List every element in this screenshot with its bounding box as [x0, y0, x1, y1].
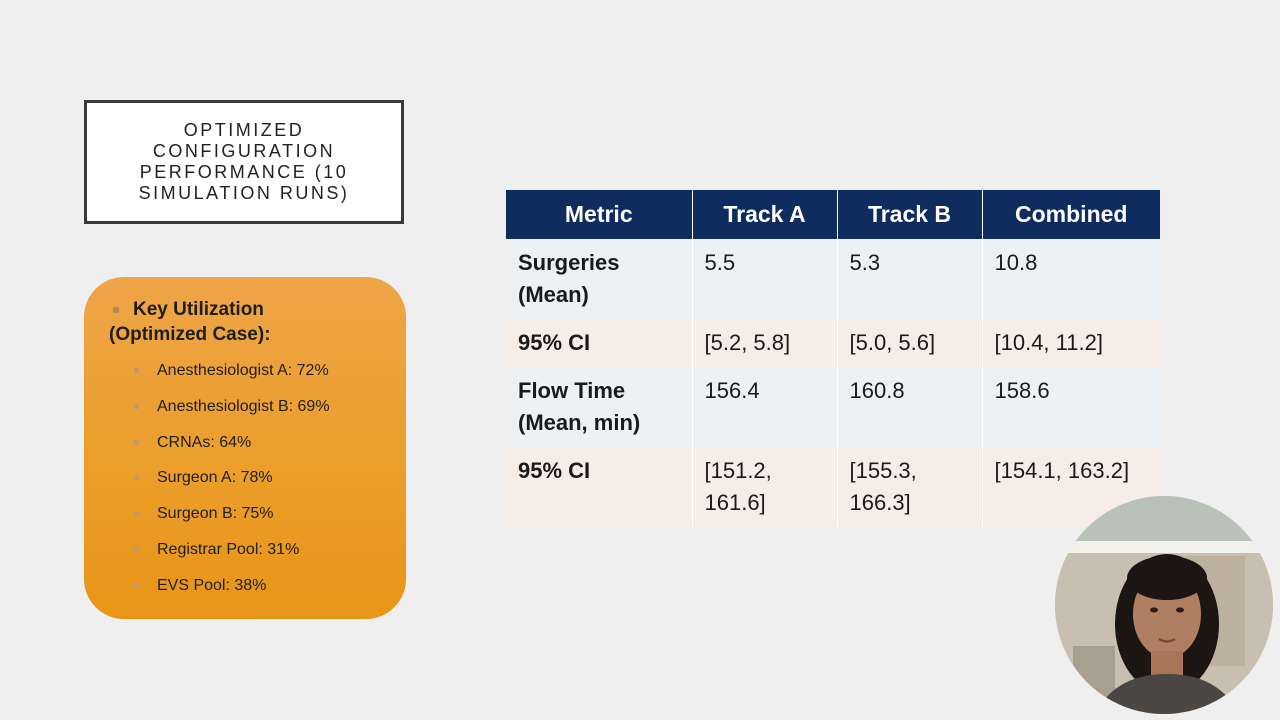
- bullet-icon: [134, 475, 139, 481]
- table-row: 95% CI [151.2, 161.6] [155.3, 166.3] [15…: [506, 447, 1160, 527]
- table-cell: [10.4, 11.2]: [982, 319, 1160, 367]
- table-row: Surgeries (Mean) 5.5 5.3 10.8: [506, 239, 1160, 319]
- utilization-item-label: Surgeon B: 75%: [157, 505, 274, 523]
- utilization-item: Anesthesiologist A: 72%: [109, 361, 406, 397]
- utilization-item: CRNAs: 64%: [109, 433, 406, 469]
- utilization-heading-line2: (Optimized Case):: [109, 324, 271, 345]
- table-header-cell: Combined: [982, 190, 1160, 239]
- bullet-icon: [113, 307, 119, 313]
- table-cell: 160.8: [837, 367, 983, 447]
- table-cell: 10.8: [982, 239, 1160, 319]
- bullet-icon: [134, 582, 139, 588]
- table-header-cell: Track B: [837, 190, 983, 239]
- utilization-heading: Key Utilization (Optimized Case):: [109, 297, 406, 347]
- utilization-item: Surgeon A: 78%: [109, 468, 406, 504]
- utilization-item: EVS Pool: 38%: [109, 576, 406, 612]
- table-cell: 156.4: [692, 367, 838, 447]
- table-header-row: Metric Track A Track B Combined: [506, 190, 1160, 239]
- presenter-video-icon: [1055, 496, 1273, 714]
- table-row: 95% CI [5.2, 5.8] [5.0, 5.6] [10.4, 11.2…: [506, 319, 1160, 367]
- table-cell: [155.3, 166.3]: [837, 447, 983, 527]
- utilization-item-label: Anesthesiologist A: 72%: [157, 362, 329, 379]
- table-cell: [5.0, 5.6]: [837, 319, 983, 367]
- table-cell-metric: 95% CI: [506, 447, 693, 527]
- utilization-item-label: Registrar Pool: 31%: [157, 540, 300, 558]
- table-cell-metric: Flow Time (Mean, min): [506, 367, 693, 447]
- table-cell: 158.6: [982, 367, 1160, 447]
- table-cell: [151.2, 161.6]: [692, 447, 838, 527]
- table-cell-metric: Surgeries (Mean): [506, 239, 693, 319]
- utilization-item: Registrar Pool: 31%: [109, 540, 406, 576]
- utilization-item-label: CRNAs: 64%: [157, 433, 252, 451]
- utilization-item-label: Anesthesiologist B: 69%: [157, 397, 330, 415]
- table-header-cell: Track A: [692, 190, 838, 239]
- utilization-heading-line1: Key Utilization: [133, 299, 264, 320]
- slide-title-box: Optimized Configuration Performance (10 …: [84, 100, 404, 224]
- table-cell: [5.2, 5.8]: [692, 319, 838, 367]
- metrics-table: Metric Track A Track B Combined Surgerie…: [506, 190, 1160, 527]
- table-header-cell: Metric: [506, 190, 693, 239]
- table-cell-metric: 95% CI: [506, 319, 693, 367]
- utilization-list: Anesthesiologist A: 72% Anesthesiologist…: [109, 361, 406, 612]
- bullet-icon: [134, 403, 139, 409]
- utilization-item: Anesthesiologist B: 69%: [109, 397, 406, 433]
- utilization-box: Key Utilization (Optimized Case): Anesth…: [84, 277, 406, 619]
- bullet-icon: [134, 368, 139, 373]
- presenter-video-svg: [1055, 496, 1273, 714]
- utilization-item-label: EVS Pool: 38%: [157, 576, 267, 594]
- table-cell: 5.5: [692, 239, 838, 319]
- utilization-item: Surgeon B: 75%: [109, 504, 406, 540]
- bullet-icon: [134, 511, 139, 517]
- bullet-icon: [134, 439, 139, 445]
- table-cell: [154.1, 163.2]: [982, 447, 1160, 527]
- table-cell: 5.3: [837, 239, 983, 319]
- utilization-item-label: Surgeon A: 78%: [157, 469, 273, 487]
- bullet-icon: [134, 546, 139, 552]
- table-row: Flow Time (Mean, min) 156.4 160.8 158.6: [506, 367, 1160, 447]
- slide-title: Optimized Configuration Performance (10 …: [138, 120, 350, 203]
